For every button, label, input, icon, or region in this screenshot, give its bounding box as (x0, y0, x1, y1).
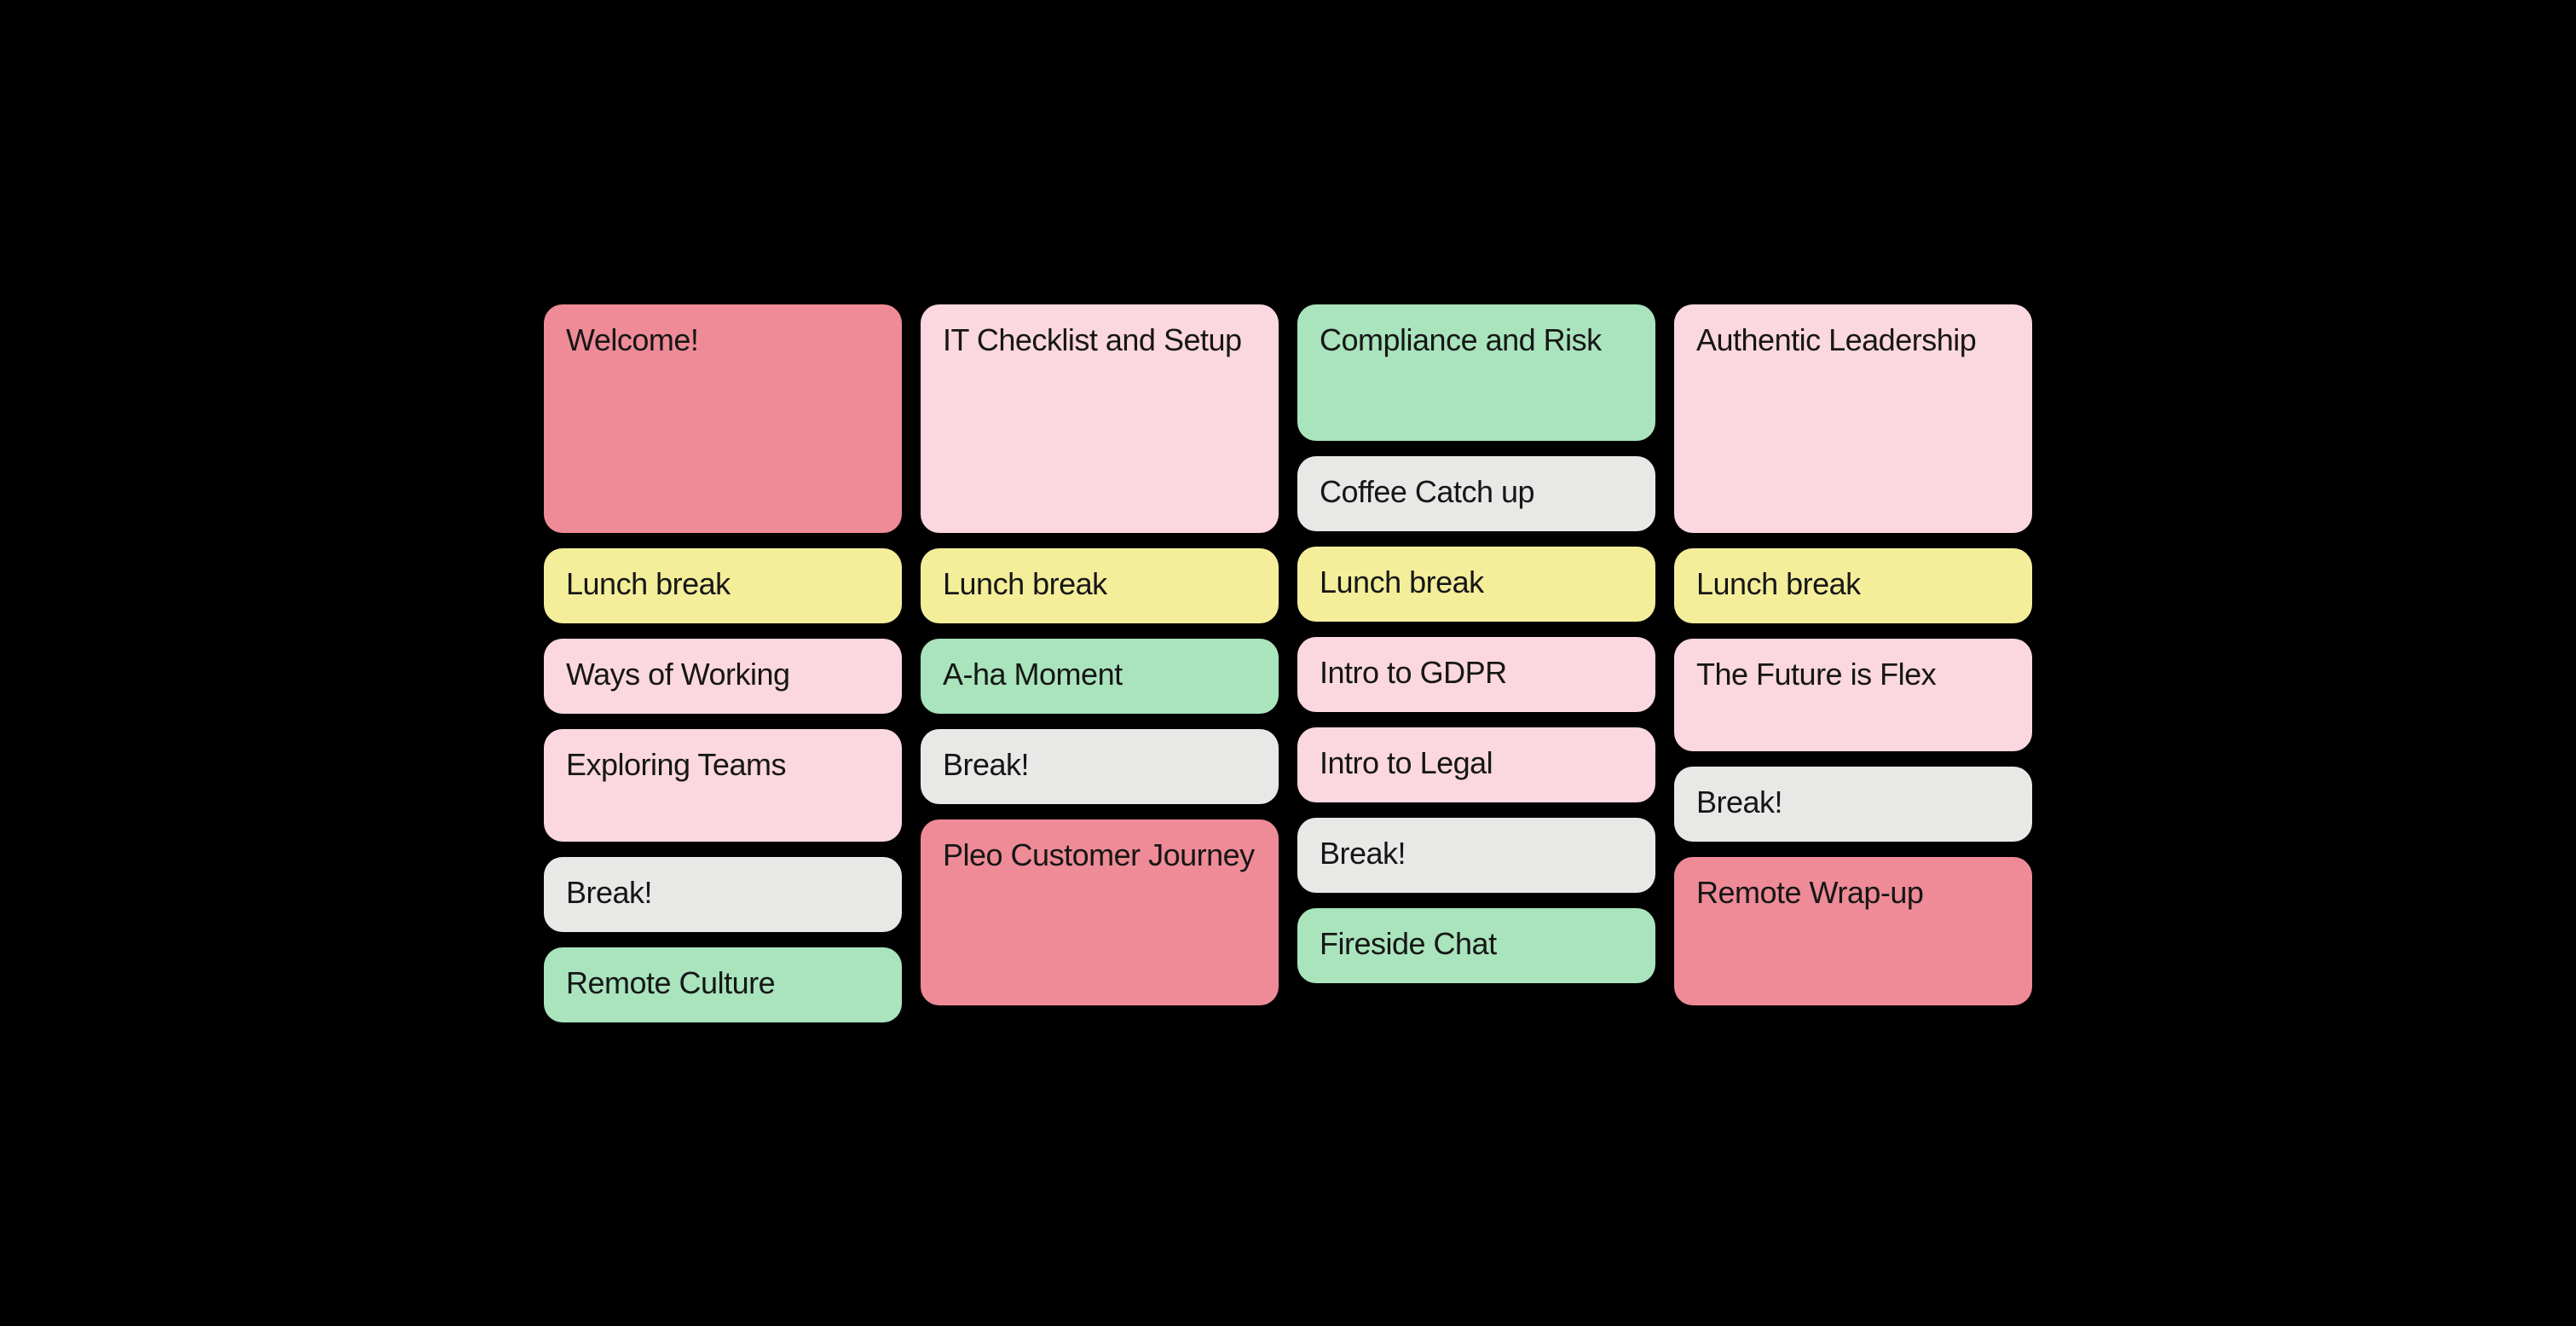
schedule-card[interactable]: Welcome! (544, 304, 902, 533)
schedule-card[interactable]: Coffee Catch up (1297, 456, 1655, 531)
schedule-column: Compliance and Risk Coffee Catch up Lunch … (1297, 304, 1655, 1022)
schedule-board: Welcome! Lunch break Ways of Working Explor… (544, 304, 2032, 1022)
schedule-card[interactable]: Break! (544, 857, 902, 932)
schedule-column: IT Checklist and Setup Lunch break A-ha Mo… (921, 304, 1279, 1022)
schedule-card[interactable]: Lunch break (544, 548, 902, 623)
schedule-card[interactable]: Compliance and Risk (1297, 304, 1655, 441)
schedule-card[interactable]: Lunch break (1674, 548, 2032, 623)
schedule-card[interactable]: Exploring Teams (544, 729, 902, 842)
schedule-card[interactable]: Lunch break (1297, 547, 1655, 622)
schedule-column: Welcome! Lunch break Ways of Working Explor… (544, 304, 902, 1022)
schedule-card[interactable]: Break! (921, 729, 1279, 804)
schedule-column: Authentic Leadership Lunch break The Futur… (1674, 304, 2032, 1022)
schedule-card[interactable]: Remote Culture (544, 947, 902, 1022)
schedule-card[interactable]: Intro to GDPR (1297, 637, 1655, 712)
schedule-card[interactable]: A-ha Moment (921, 639, 1279, 714)
schedule-card[interactable]: Pleo Customer Journey (921, 819, 1279, 1005)
schedule-card[interactable]: Break! (1297, 818, 1655, 893)
schedule-card[interactable]: Intro to Legal (1297, 727, 1655, 802)
schedule-card[interactable]: Break! (1674, 767, 2032, 842)
schedule-card[interactable]: IT Checklist and Setup (921, 304, 1279, 533)
schedule-card[interactable]: Authentic Leadership (1674, 304, 2032, 533)
schedule-card[interactable]: Remote Wrap-up (1674, 857, 2032, 1005)
schedule-card[interactable]: The Future is Flex (1674, 639, 2032, 751)
schedule-card[interactable]: Ways of Working (544, 639, 902, 714)
schedule-card[interactable]: Lunch break (921, 548, 1279, 623)
schedule-card[interactable]: Fireside Chat (1297, 908, 1655, 983)
